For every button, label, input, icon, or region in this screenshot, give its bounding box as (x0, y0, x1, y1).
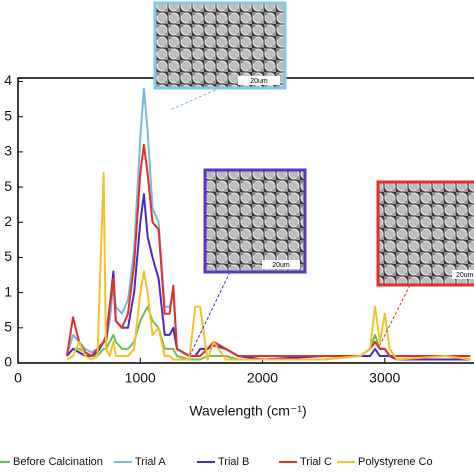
sem-image (153, 1, 287, 90)
scale-label: 20um (456, 272, 474, 279)
series-line (66, 172, 471, 361)
x-tick-label: 2000 (247, 370, 278, 386)
y-tick-label: 5 (4, 178, 12, 194)
y-tick-label: 3 (4, 143, 12, 159)
inset-connector (379, 284, 411, 346)
legend-label: Trial B (218, 456, 249, 468)
y-tick-label: 0 (4, 354, 12, 370)
legend-item: Before Calcination (0, 456, 103, 468)
legend-item: Trial B (197, 456, 249, 468)
scale-box (238, 76, 280, 85)
y-tick-label: 2 (4, 213, 12, 229)
scale-label: 20um (250, 78, 268, 85)
scale-box (262, 260, 300, 269)
y-tick-label: 4 (4, 72, 12, 88)
x-tick-label: 3000 (369, 370, 400, 386)
legend-label: Polystyrene Co (358, 456, 433, 468)
legend-item: Trial C (279, 456, 332, 468)
y-tick-label: 5 (4, 248, 12, 264)
x-axis-label: Wavelength (cm⁻¹) (189, 403, 306, 419)
y-tick-label: 5 (4, 107, 12, 123)
inset-connector (189, 271, 231, 356)
sem-image (376, 180, 474, 287)
legend-label: Trial A (135, 456, 166, 468)
inset-connector (169, 87, 221, 111)
legend-label: Trial C (300, 456, 332, 468)
scale-box (452, 270, 474, 279)
legend-label: Before Calcination (13, 456, 103, 468)
legend-item: Trial A (114, 456, 166, 468)
y-tick-label: 1 (4, 283, 12, 299)
y-tick-label: 5 (4, 319, 12, 335)
x-tick-label: 0 (14, 370, 22, 386)
legend-item: Polystyrene Co (337, 456, 433, 468)
x-tick-label: 1000 (125, 370, 156, 386)
sem-image (203, 168, 307, 274)
scale-label: 20um (272, 262, 290, 269)
